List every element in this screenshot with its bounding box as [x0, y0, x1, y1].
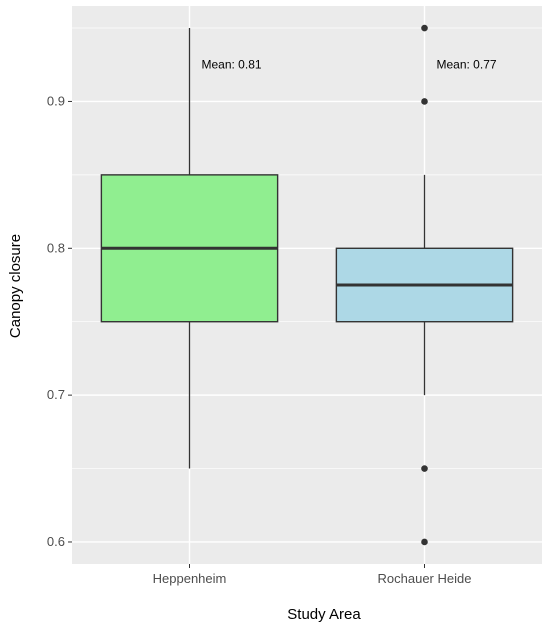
y-tick-label: 0.7	[47, 387, 65, 402]
outlier-point	[421, 465, 428, 472]
x-tick-label: Rochauer Heide	[378, 571, 472, 586]
chart-marks: Mean: 0.81 Mean: 0.77	[100, 24, 514, 546]
x-axis-title: Study Area	[287, 606, 361, 623]
y-axis-title: Canopy closure	[7, 234, 24, 338]
mean-annotation: Mean: 0.81	[202, 58, 262, 72]
x-tick-label: Heppenheim	[153, 571, 227, 586]
y-tick-label: 0.8	[47, 240, 65, 255]
outlier-point	[421, 98, 428, 105]
y-axis: 0.6 0.7 0.8 0.9	[47, 93, 72, 549]
y-tick-label: 0.9	[47, 93, 65, 108]
box-group-heppenheim: Mean: 0.81	[100, 28, 279, 469]
outlier-point	[421, 538, 428, 546]
box-group-rochauer-heide: Mean: 0.77	[335, 24, 514, 546]
mean-annotation: Mean: 0.77	[437, 58, 497, 72]
x-axis: Heppenheim Rochauer Heide	[153, 564, 472, 586]
y-tick-label: 0.6	[47, 534, 65, 549]
outlier-point	[421, 24, 428, 32]
